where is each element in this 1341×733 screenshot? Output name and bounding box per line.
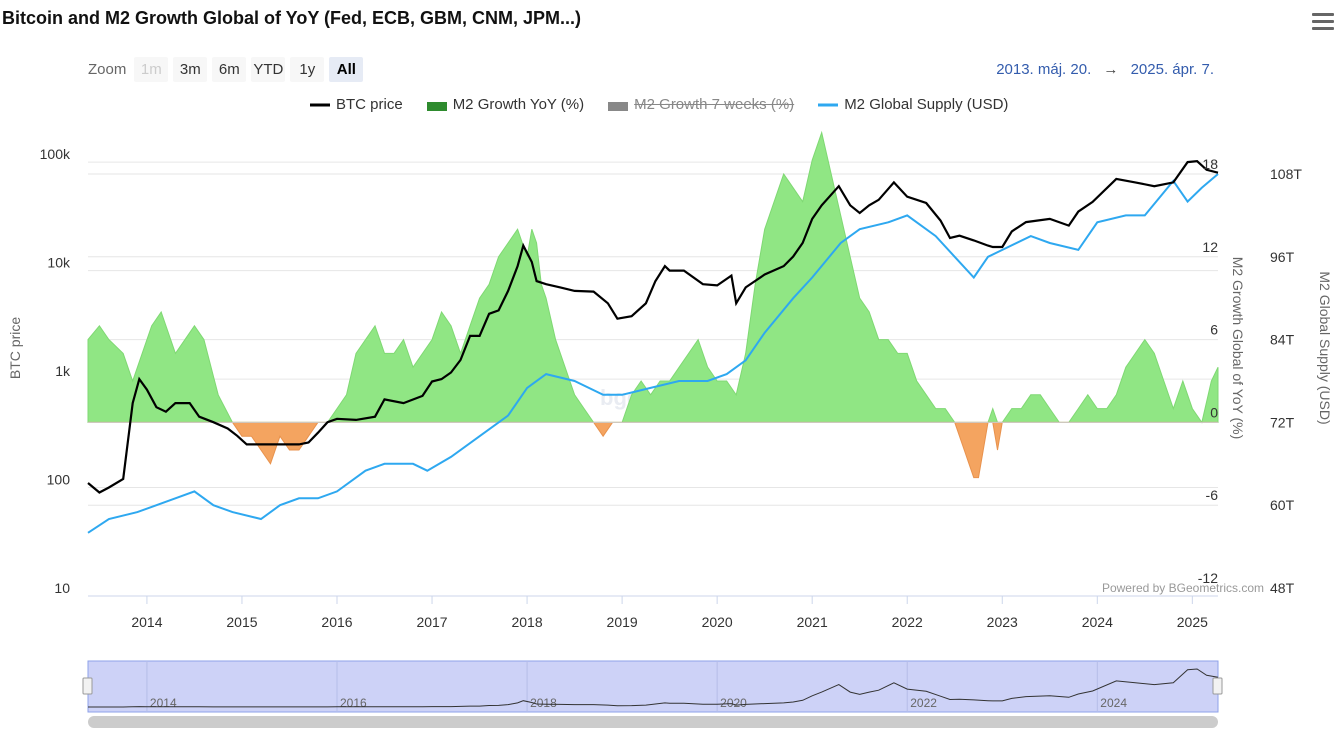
navigator-tick-label: 2018 bbox=[530, 696, 557, 710]
x-tick-label: 2016 bbox=[321, 614, 352, 630]
hamburger-menu-icon[interactable] bbox=[1312, 13, 1334, 31]
date-range-arrow: → bbox=[1103, 61, 1119, 78]
x-tick-label: 2015 bbox=[226, 614, 257, 630]
x-tick-label: 2024 bbox=[1082, 614, 1113, 630]
btc-price-line bbox=[87, 160, 1219, 494]
navigator-left-handle[interactable] bbox=[82, 677, 93, 695]
m2-growth-negative-area bbox=[88, 421, 1218, 479]
btc-axis-tick-label: 1k bbox=[55, 363, 71, 379]
zoom-1y-button[interactable]: 1y bbox=[290, 57, 325, 82]
x-tick-label: 2014 bbox=[131, 614, 162, 630]
x-tick-label: 2019 bbox=[607, 614, 638, 630]
legend-item-m2-growth-7-weeks[interactable]: M2 Growth 7 weeks (%) bbox=[608, 96, 794, 113]
navigator-scrollbar[interactable] bbox=[88, 716, 1218, 728]
navigator-tick-label: 2022 bbox=[910, 696, 937, 710]
x-tick-label: 2022 bbox=[892, 614, 923, 630]
navigator-window bbox=[87, 660, 1219, 713]
m2-growth-tick-label: 18 bbox=[1202, 156, 1218, 172]
m2-supply-tick-label: 96T bbox=[1270, 249, 1295, 265]
legend-item-m2-growth-yoy[interactable]: M2 Growth YoY (%) bbox=[426, 96, 585, 113]
legend-line-icon bbox=[310, 103, 330, 106]
legend-item-m2-global-supply[interactable]: M2 Global Supply (USD) bbox=[818, 96, 1008, 113]
m2-growth-axis-title: M2 Growth Global of YoY (%) bbox=[1230, 257, 1246, 440]
btc-axis-title: BTC price bbox=[7, 317, 23, 379]
navigator: 2014 2016 2018 2020 2022 2024 bbox=[82, 660, 1223, 728]
legend-item-btc-price[interactable]: BTC price bbox=[310, 96, 403, 113]
x-tick-label: 2018 bbox=[511, 614, 542, 630]
btc-axis-tick-label: 10 bbox=[54, 580, 70, 596]
date-range: 2013. máj. 20. → 2025. ápr. 7. bbox=[996, 61, 1214, 78]
btc-axis-tick-label: 100k bbox=[40, 146, 71, 162]
legend-area-icon bbox=[426, 101, 447, 111]
legend-label: BTC price bbox=[336, 96, 403, 113]
navigator-tick-label: 2014 bbox=[150, 696, 177, 710]
credits-label: Powered by BGeometrics.com bbox=[1102, 581, 1264, 595]
m2-growth-tick-label: -6 bbox=[1206, 487, 1219, 503]
x-tick-label: 2020 bbox=[702, 614, 733, 630]
legend-line-icon bbox=[818, 103, 839, 106]
x-tick-label: 2021 bbox=[797, 614, 828, 630]
zoom-ytd-button[interactable]: YTD bbox=[251, 57, 286, 82]
zoom-selector: Zoom 1m 3m 6m YTD 1y All bbox=[88, 57, 368, 82]
m2-supply-tick-label: 72T bbox=[1270, 414, 1295, 430]
m2-growth-tick-label: 0 bbox=[1210, 404, 1218, 420]
btc-axis-tick-label: 10k bbox=[47, 255, 71, 271]
navigator-tick-label: 2024 bbox=[1100, 696, 1127, 710]
m2-supply-line bbox=[87, 173, 1219, 534]
m2-supply-axis-title: M2 Global Supply (USD) bbox=[1317, 271, 1333, 424]
m2-supply-tick-label: 108T bbox=[1270, 166, 1302, 182]
navigator-tick-label: 2020 bbox=[720, 696, 747, 710]
m2-growth-tick-label: 12 bbox=[1202, 239, 1218, 255]
zoom-1m-button[interactable]: 1m bbox=[134, 57, 169, 82]
legend-label: M2 Growth YoY (%) bbox=[452, 96, 585, 113]
legend-label: M2 Growth 7 weeks (%) bbox=[634, 96, 795, 113]
chart-legend: BTC price M2 Growth YoY (%) M2 Growth 7 … bbox=[310, 96, 1008, 113]
m2-growth-tick-label: -12 bbox=[1198, 570, 1218, 586]
date-range-from[interactable]: 2013. máj. 20. bbox=[996, 61, 1092, 78]
navigator-series-line bbox=[88, 668, 1219, 708]
m2-supply-tick-label: 60T bbox=[1270, 497, 1295, 513]
zoom-3m-button[interactable]: 3m bbox=[173, 57, 208, 82]
legend-label: M2 Global Supply (USD) bbox=[844, 96, 1009, 113]
zoom-label: Zoom bbox=[88, 61, 127, 78]
x-tick-label: 2017 bbox=[416, 614, 447, 630]
btc-axis-tick-label: 100 bbox=[47, 472, 71, 488]
zoom-all-button[interactable]: All bbox=[329, 57, 364, 82]
zoom-6m-button[interactable]: 6m bbox=[212, 57, 247, 82]
navigator-tick-label: 2016 bbox=[340, 696, 367, 710]
m2-supply-tick-label: 84T bbox=[1270, 332, 1295, 348]
grid-lines bbox=[88, 161, 1218, 597]
x-tick-label: 2023 bbox=[987, 614, 1018, 630]
page-title: Bitcoin and M2 Growth Global of YoY (Fed… bbox=[2, 8, 582, 28]
m2-supply-tick-label: 48T bbox=[1270, 580, 1295, 596]
legend-area-icon bbox=[608, 101, 629, 111]
m2-growth-tick-label: 6 bbox=[1210, 322, 1218, 338]
date-range-to[interactable]: 2025. ápr. 7. bbox=[1130, 61, 1214, 78]
navigator-right-handle[interactable] bbox=[1212, 677, 1223, 695]
x-tick-label: 2025 bbox=[1177, 614, 1208, 630]
